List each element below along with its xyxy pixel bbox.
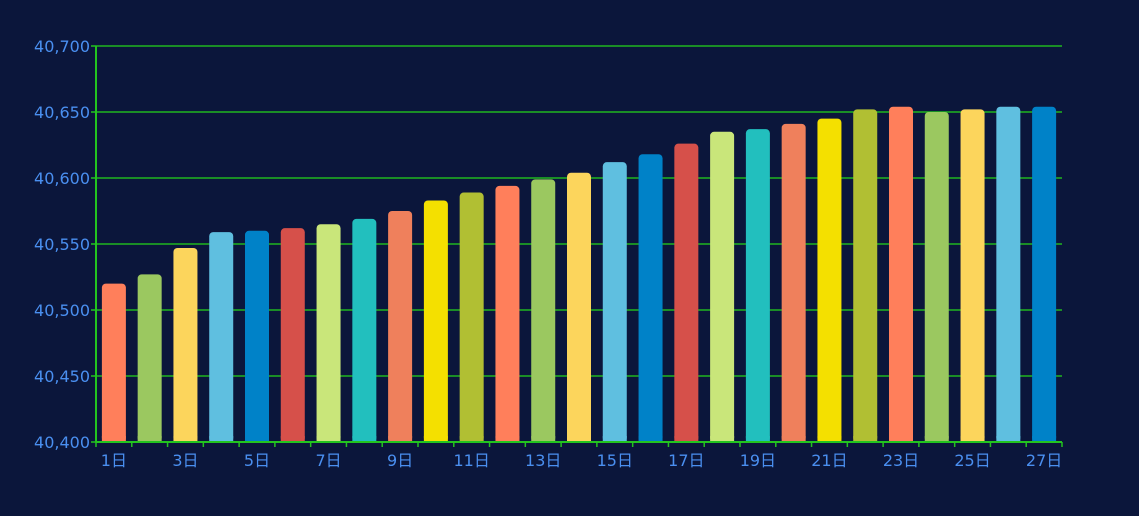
bar[interactable] bbox=[638, 154, 663, 443]
x-tick-label: 3日 bbox=[172, 451, 198, 470]
x-tick-label: 13日 bbox=[525, 451, 561, 470]
bar[interactable] bbox=[674, 143, 699, 442]
bar[interactable] bbox=[352, 218, 377, 442]
bar[interactable] bbox=[924, 112, 949, 442]
x-tick-label: 17日 bbox=[668, 451, 704, 470]
bar[interactable] bbox=[745, 129, 770, 442]
bar[interactable] bbox=[853, 109, 878, 443]
bar[interactable] bbox=[567, 172, 591, 442]
y-tick-label: 40,500 bbox=[34, 301, 90, 320]
bar[interactable] bbox=[817, 118, 842, 442]
bar-base bbox=[209, 436, 234, 442]
bar-base bbox=[567, 436, 591, 442]
bar[interactable] bbox=[316, 224, 341, 442]
x-tick-label: 27日 bbox=[1026, 451, 1062, 470]
bar-base bbox=[710, 436, 735, 442]
bar[interactable] bbox=[889, 106, 913, 442]
label-layer: 40,400 40,450 40,500 40,550 40,600 40,650 40,7… bbox=[34, 37, 1062, 470]
x-tick-label: 5日 bbox=[244, 451, 270, 470]
x-tick-label: 19日 bbox=[740, 451, 776, 470]
bar[interactable] bbox=[423, 200, 448, 442]
axis-layer bbox=[91, 45, 1063, 447]
bar-base bbox=[924, 436, 949, 442]
y-tick-label: 40,700 bbox=[34, 37, 90, 56]
x-tick-label: 25日 bbox=[954, 451, 990, 470]
bar-layer bbox=[101, 106, 1057, 443]
bar[interactable] bbox=[459, 192, 484, 442]
x-tick-label: 23日 bbox=[883, 451, 919, 470]
x-tick-label: 7日 bbox=[315, 451, 341, 470]
bar-base bbox=[817, 436, 842, 442]
x-tick-label: 1日 bbox=[101, 451, 127, 470]
bar[interactable] bbox=[602, 162, 627, 442]
bar-base bbox=[459, 436, 484, 442]
bar[interactable] bbox=[710, 131, 735, 443]
bar-base bbox=[316, 436, 341, 442]
y-tick-label: 40,450 bbox=[34, 367, 90, 386]
bar-base bbox=[423, 436, 448, 442]
bar-base bbox=[960, 436, 985, 442]
bar[interactable] bbox=[996, 106, 1021, 442]
bar[interactable] bbox=[495, 185, 520, 443]
bar-base bbox=[280, 436, 305, 442]
bar-base bbox=[531, 436, 556, 442]
y-tick-label: 40,400 bbox=[34, 433, 90, 452]
bar-base bbox=[996, 436, 1021, 442]
x-tick-label: 11日 bbox=[453, 451, 489, 470]
bar[interactable] bbox=[280, 228, 305, 442]
bar-base bbox=[101, 436, 126, 442]
x-tick-label: 15日 bbox=[597, 451, 633, 470]
bar-base bbox=[245, 436, 269, 442]
x-tick-label: 9日 bbox=[387, 451, 413, 470]
bar[interactable] bbox=[137, 274, 162, 442]
bar[interactable] bbox=[531, 179, 556, 442]
y-tick-label: 40,600 bbox=[34, 169, 90, 188]
bar[interactable] bbox=[245, 230, 269, 442]
bar-base bbox=[781, 436, 806, 442]
bar-base bbox=[1032, 436, 1057, 442]
y-tick-label: 40,650 bbox=[34, 103, 90, 122]
bar[interactable] bbox=[781, 123, 806, 442]
bar[interactable] bbox=[388, 211, 413, 442]
bar-base bbox=[674, 436, 699, 442]
y-tick-label: 40,550 bbox=[34, 235, 90, 254]
bar[interactable] bbox=[101, 283, 126, 442]
bar[interactable] bbox=[173, 247, 198, 442]
x-tick-label: 21日 bbox=[811, 451, 847, 470]
bar[interactable] bbox=[209, 232, 234, 442]
bar-base bbox=[137, 436, 162, 442]
bar-base bbox=[495, 436, 520, 442]
bar[interactable] bbox=[960, 109, 985, 443]
bar-base bbox=[853, 436, 878, 442]
bar-base bbox=[889, 436, 913, 442]
bar-base bbox=[352, 436, 377, 442]
bar-base bbox=[388, 436, 413, 442]
bar-base bbox=[602, 436, 627, 442]
bar[interactable] bbox=[1032, 106, 1057, 442]
bar-base bbox=[638, 436, 663, 442]
bar-base bbox=[745, 436, 770, 442]
bar-base bbox=[173, 436, 198, 442]
